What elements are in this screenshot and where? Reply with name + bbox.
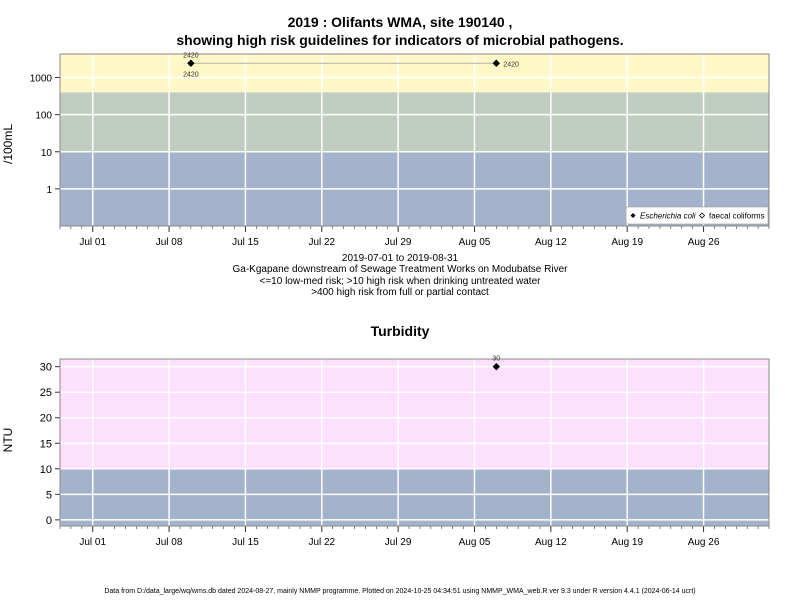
turbidity-risk-band-1 (60, 359, 769, 469)
micro-x-tick-label: Jul 08 (156, 237, 183, 248)
turbidity-x-tick-label: Jul 08 (156, 537, 183, 548)
caption-date-range: 2019-07-01 to 2019-08-31 (341, 253, 459, 264)
micro-x-tick-label: Jul 01 (79, 237, 106, 248)
micro-x-tick-label: Aug 19 (611, 237, 643, 248)
micro-series-0-point (492, 59, 501, 67)
turbidity-x-tick-label: Jul 01 (79, 537, 106, 548)
micro-series-0-point (187, 59, 195, 67)
turbidity-x-tick-label: Aug 05 (459, 537, 491, 548)
turbidity-x-tick-label: Jul 15 (232, 537, 259, 548)
micro-legend-marker-filled (630, 213, 636, 218)
turbidity-y-tick-label: 20 (40, 413, 52, 425)
micro-legend-label: faecal coliforms (709, 212, 765, 221)
micro-data-label: 2420 (183, 71, 199, 78)
turbidity-title: Turbidity (370, 323, 430, 339)
caption-site-description: Ga-Kgapane downstream of Sewage Treatmen… (232, 264, 568, 275)
micro-plot: Jul 01 Jul 08 Jul 15 Jul 22 Jul 29 Aug 05 Aug … (30, 52, 770, 248)
turbidity-x-tick-label: Aug 19 (611, 537, 643, 548)
turbidity-y-tick-label: 10 (40, 464, 52, 476)
turbidity-x-tick-label: Jul 29 (385, 537, 412, 548)
chart-title-line-2: showing high risk guidelines for indicat… (176, 32, 624, 48)
turbidity-x-tick-label: Jul 22 (308, 537, 335, 548)
chart-title-line-1: 2019 : Olifants WMA, site 190140 , (287, 14, 513, 30)
turbidity-y-tick-label: 0 (46, 515, 52, 527)
micro-x-tick-label: Jul 15 (232, 237, 259, 248)
turbidity-y-tick-label: 25 (40, 387, 52, 399)
micro-x-tick-label: Aug 12 (535, 237, 567, 248)
micro-x-tick-label: Aug 05 (459, 237, 491, 248)
micro-legend-box (625, 206, 769, 225)
turbidity-data-label: 30 (492, 356, 500, 363)
micro-x-tick-label: Jul 22 (308, 237, 335, 248)
micro-y-tick-label: 1000 (30, 74, 53, 85)
micro-legend-marker-open (698, 212, 706, 219)
turbidity-x-tick-label: Aug 12 (535, 537, 567, 548)
micro-x-tick-label: Jul 29 (385, 237, 412, 248)
turbidity-risk-band-0 (60, 468, 769, 526)
micro-plot-frame (59, 53, 770, 227)
micro-risk-band-2 (60, 54, 769, 93)
turbidity-plot: Jul 01 Jul 08 Jul 15 Jul 22 Jul 29 Aug 05 Aug … (40, 356, 770, 548)
micro-legend-label: Escherichia coli (640, 212, 696, 221)
micro-data-label: 2420 (503, 61, 519, 68)
micro-y-tick-label: 100 (35, 111, 52, 122)
micro-y-tick-label: 10 (41, 148, 53, 159)
turbidity-x-tick-label: Aug 26 (688, 537, 720, 548)
micro-y-tick-label: 1 (46, 185, 52, 196)
turbidity-y-axis-label: NTU (1, 427, 15, 453)
micro-x-tick-label: Aug 26 (688, 237, 720, 248)
data-source-footer: Data from D:/data_large/wq/wms.db dated … (104, 588, 696, 595)
micro-data-label: 2420 (183, 52, 199, 59)
turbidity-y-tick-label: 15 (40, 438, 52, 450)
caption-risk-drinking: <=10 low-med risk; >10 high risk when dr… (259, 276, 541, 287)
turbidity-y-tick-label: 5 (46, 489, 52, 501)
caption-risk-contact: >400 high risk from full or partial cont… (311, 287, 489, 298)
micro-risk-band-1 (60, 92, 769, 152)
turbidity-plot-frame (59, 358, 770, 527)
turbidity-y-tick-label: 30 (40, 362, 52, 374)
turbidity-series-0-point (492, 362, 501, 371)
